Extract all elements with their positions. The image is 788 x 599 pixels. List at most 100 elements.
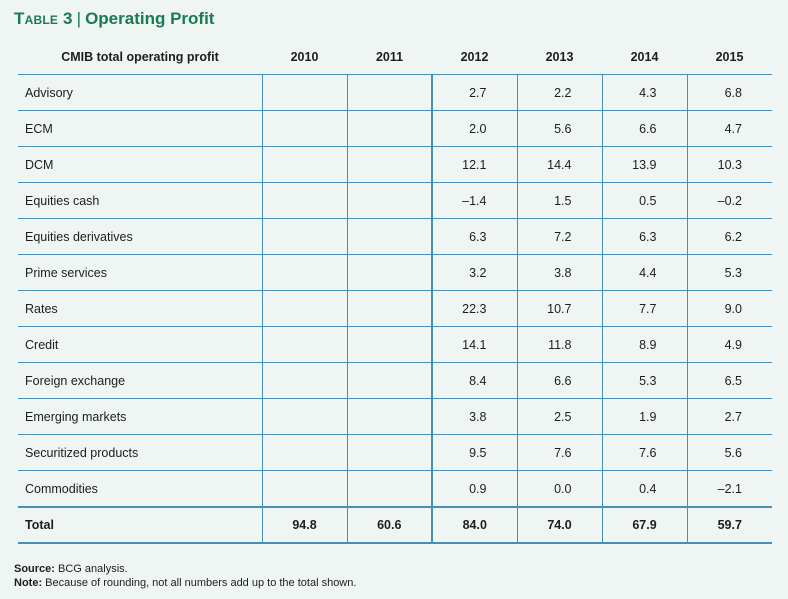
table-cell: 14.1 xyxy=(431,326,517,363)
table-cell: 6.8 xyxy=(686,74,772,111)
table-cell: 5.3 xyxy=(686,254,772,291)
table-cell: 6.5 xyxy=(686,362,772,399)
table-cell: 0.0 xyxy=(516,470,602,508)
rounding-note: Note: Because of rounding, not all numbe… xyxy=(14,576,356,590)
table-row: Foreign exchange 8.4 6.6 5.3 6.5 xyxy=(18,362,772,399)
total-value: 60.6 xyxy=(346,506,432,544)
table-cell: 3.2 xyxy=(431,254,517,291)
table-row: Securitized products 9.5 7.6 7.6 5.6 xyxy=(18,434,772,471)
table-cell xyxy=(346,434,432,471)
operating-profit-table: CMIB total operating profit 2010 2011 2012 2… xyxy=(18,40,772,544)
table-cell: 6.3 xyxy=(431,218,517,255)
table-cell xyxy=(346,290,432,327)
table-row: Emerging markets 3.8 2.5 1.9 2.7 xyxy=(18,398,772,435)
table-cell: 3.8 xyxy=(516,254,602,291)
column-header-label: CMIB total operating profit xyxy=(18,40,262,75)
row-label: Credit xyxy=(18,326,262,363)
table-row: DCM 12.1 14.4 13.9 10.3 xyxy=(18,146,772,183)
column-header-year: 2011 xyxy=(347,40,432,75)
table-cell xyxy=(346,146,432,183)
table-cell xyxy=(261,326,347,363)
table-title: Table 3 | Operating Profit xyxy=(14,9,214,29)
column-header-year: 2012 xyxy=(432,40,517,75)
table-cell xyxy=(261,362,347,399)
row-label: Securitized products xyxy=(18,434,262,471)
table-cell: 0.9 xyxy=(431,470,517,508)
table-cell: 9.0 xyxy=(686,290,772,327)
table-cell: 6.6 xyxy=(516,362,602,399)
table-cell: 8.9 xyxy=(601,326,687,363)
row-label: Prime services xyxy=(18,254,262,291)
table-row: Equities cash –1.4 1.5 0.5 –0.2 xyxy=(18,182,772,219)
table-cell: 2.2 xyxy=(516,74,602,111)
table-cell: 2.7 xyxy=(686,398,772,435)
table-cell: 5.6 xyxy=(516,110,602,147)
table-cell xyxy=(261,398,347,435)
table-cell xyxy=(346,74,432,111)
table-cell: 11.8 xyxy=(516,326,602,363)
table-cell: 4.3 xyxy=(601,74,687,111)
table-cell: 22.3 xyxy=(431,290,517,327)
footnotes: Source: BCG analysis. Note: Because of r… xyxy=(14,562,356,590)
source-label: Source: xyxy=(14,563,55,575)
table-cell xyxy=(346,470,432,508)
table-cell: 3.8 xyxy=(431,398,517,435)
table-cell xyxy=(261,182,347,219)
table-cell: 7.2 xyxy=(516,218,602,255)
table-cell: 0.5 xyxy=(601,182,687,219)
row-label: Emerging markets xyxy=(18,398,262,435)
table-cell: 2.0 xyxy=(431,110,517,147)
column-header-year: 2014 xyxy=(602,40,687,75)
table-cell xyxy=(346,362,432,399)
table-cell xyxy=(346,182,432,219)
table-cell: 0.4 xyxy=(601,470,687,508)
table-number: Table 3 xyxy=(14,9,73,28)
table-cell: 10.3 xyxy=(686,146,772,183)
table-cell xyxy=(346,218,432,255)
table-cell: 4.4 xyxy=(601,254,687,291)
row-label: DCM xyxy=(18,146,262,183)
table-cell: 6.3 xyxy=(601,218,687,255)
note-label: Note: xyxy=(14,577,43,589)
table-cell: 5.3 xyxy=(601,362,687,399)
row-label: Commodities xyxy=(18,470,262,508)
table-title-text: Operating Profit xyxy=(85,9,215,28)
title-separator: | xyxy=(76,9,82,28)
column-header-year: 2013 xyxy=(517,40,602,75)
table-cell xyxy=(261,146,347,183)
row-label: ECM xyxy=(18,110,262,147)
table-row: Equities derivatives 6.3 7.2 6.3 6.2 xyxy=(18,218,772,255)
table-cell xyxy=(261,254,347,291)
table-cell: 7.7 xyxy=(601,290,687,327)
table-cell: 7.6 xyxy=(601,434,687,471)
row-label: Rates xyxy=(18,290,262,327)
table-cell xyxy=(261,74,347,111)
table-cell: –0.2 xyxy=(686,182,772,219)
table-row: Credit 14.1 11.8 8.9 4.9 xyxy=(18,326,772,363)
total-label: Total xyxy=(18,506,262,544)
table-cell: 10.7 xyxy=(516,290,602,327)
table-cell xyxy=(261,290,347,327)
table-cell: 6.6 xyxy=(601,110,687,147)
table-row: Advisory 2.7 2.2 4.3 6.8 xyxy=(18,74,772,111)
table-cell xyxy=(346,110,432,147)
table-cell: 1.5 xyxy=(516,182,602,219)
total-value: 84.0 xyxy=(431,506,517,544)
total-value: 94.8 xyxy=(261,506,347,544)
table-cell xyxy=(261,218,347,255)
row-label: Advisory xyxy=(18,74,262,111)
table-cell xyxy=(261,470,347,508)
total-value: 74.0 xyxy=(516,506,602,544)
note-text: Because of rounding, not all numbers add… xyxy=(42,577,357,589)
table-row: Rates 22.3 10.7 7.7 9.0 xyxy=(18,290,772,327)
table-cell: 6.2 xyxy=(686,218,772,255)
table-cell: 4.9 xyxy=(686,326,772,363)
column-header-year: 2010 xyxy=(262,40,347,75)
table-cell xyxy=(346,326,432,363)
source-text: BCG analysis. xyxy=(54,563,128,575)
table-row: Commodities 0.9 0.0 0.4 –2.1 xyxy=(18,470,772,508)
table-cell: –2.1 xyxy=(686,470,772,508)
total-row: Total 94.8 60.6 84.0 74.0 67.9 59.7 xyxy=(18,506,772,544)
table-cell: 13.9 xyxy=(601,146,687,183)
table-cell: –1.4 xyxy=(431,182,517,219)
